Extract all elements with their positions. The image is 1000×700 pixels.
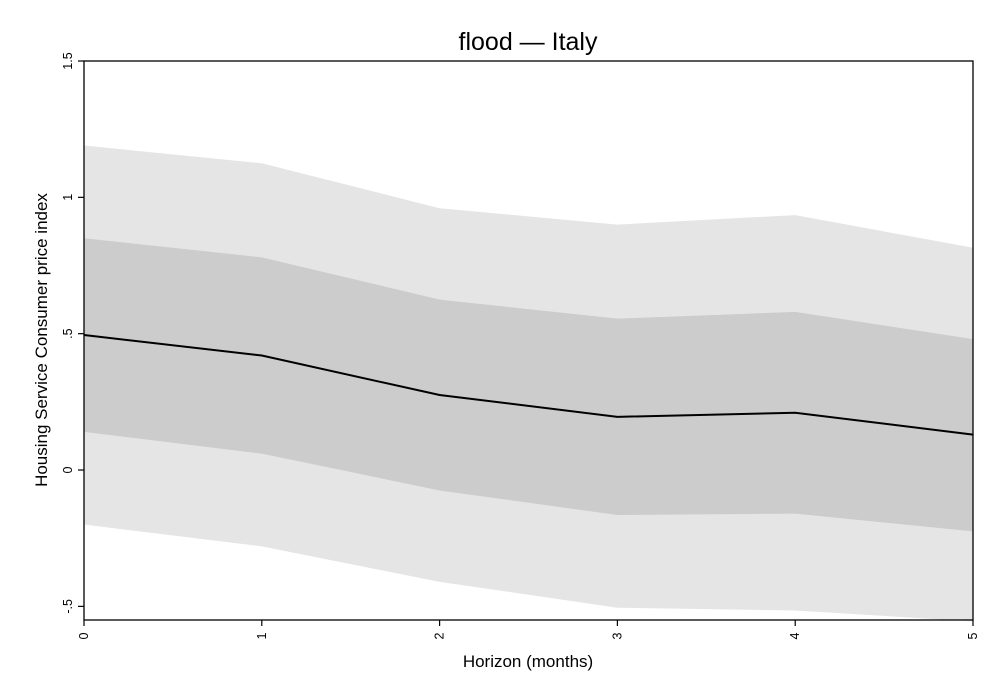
confidence-bands (84, 145, 973, 622)
x-axis-label: Horizon (months) (463, 652, 593, 671)
data-point (261, 354, 263, 357)
y-tick-label: -.5 (61, 599, 75, 614)
x-axis: 0 1 2 3 4 5 (77, 620, 980, 639)
y-tick-label: 1.5 (61, 52, 75, 69)
y-tick-label: 1 (61, 194, 75, 201)
x-tick-label: 0 (77, 632, 91, 639)
data-point (439, 394, 441, 396)
x-tick-label: 2 (433, 632, 447, 639)
band-inner (84, 238, 973, 532)
y-axis-label: Housing Service Consumer price index (32, 193, 51, 487)
x-tick-label: 1 (255, 632, 269, 639)
series-line-estimate (83, 334, 974, 436)
data-point (794, 412, 796, 414)
y-tick-label: .5 (61, 328, 75, 338)
y-tick-label: 0 (61, 467, 75, 474)
x-tick-label: 4 (788, 632, 802, 639)
x-tick-label: 5 (966, 632, 980, 639)
y-axis: -.5 0 .5 1 1.5 (61, 52, 84, 614)
plot-frame (83, 60, 974, 621)
x-tick-label: 3 (610, 632, 624, 639)
chart-title: flood — Italy (459, 28, 598, 56)
data-point (616, 416, 619, 418)
